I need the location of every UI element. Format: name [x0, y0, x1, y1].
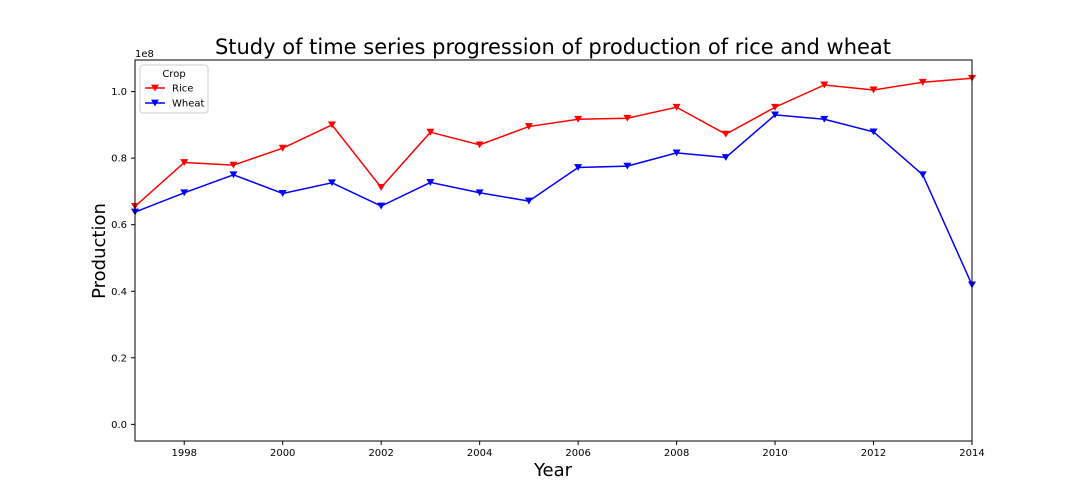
- x-axis-label: Year: [533, 460, 573, 481]
- y-tick-label: 1.0: [111, 87, 127, 98]
- wheat-data-point: [377, 202, 386, 210]
- rice-data-point: [820, 81, 829, 89]
- wheat-data-point: [820, 115, 829, 123]
- wheat-data-point: [524, 197, 533, 205]
- rice-data-point: [869, 86, 878, 94]
- y-tick-label: 0.0: [111, 420, 127, 431]
- x-tick-label: 2002: [368, 448, 393, 459]
- legend-rice-label: Rice: [172, 84, 193, 95]
- rice-data-point: [623, 114, 632, 122]
- x-tick-label: 2014: [959, 448, 984, 459]
- legend-rice-marker: [151, 84, 159, 92]
- x-tick-label: 2006: [565, 448, 590, 459]
- wheat-data-point: [180, 189, 189, 197]
- x-axis-ticks: 1998 2000 2002 2004 2006 2008 2010 2012 2014: [172, 441, 985, 459]
- rice-data-point: [918, 78, 927, 86]
- wheat-data-point: [623, 162, 632, 170]
- rice-data-point: [475, 141, 484, 149]
- legend-title: Crop: [162, 69, 185, 80]
- rice-data-point: [229, 161, 238, 169]
- rice-data-point: [180, 159, 189, 166]
- y-tick-label: 0.2: [111, 353, 127, 364]
- wheat-data-point: [278, 190, 287, 197]
- y-tick-label: 0.8: [111, 154, 127, 165]
- wheat-data-point: [475, 189, 484, 197]
- legend-entries: Rice Wheat: [145, 84, 205, 110]
- legend: Crop Rice Wheat: [139, 64, 209, 114]
- wheat-data-point: [426, 179, 435, 186]
- x-tick-label: 1998: [172, 448, 197, 459]
- rice-data-point: [327, 121, 336, 129]
- rice-data-point: [426, 128, 435, 136]
- wheat-data-point: [229, 171, 238, 179]
- legend-wheat-label: Wheat: [172, 99, 205, 110]
- x-tick-label: 2010: [762, 448, 787, 459]
- plot-frame: [134, 59, 973, 442]
- y-offset-label: 1e8: [135, 49, 154, 60]
- x-tick-label: 2004: [467, 448, 492, 459]
- rice-data-point: [524, 123, 533, 130]
- y-tick-label: 0.6: [111, 220, 127, 231]
- x-tick-label: 2012: [861, 448, 886, 459]
- x-tick-label: 2000: [270, 448, 295, 459]
- wheat-data-point: [918, 171, 927, 179]
- wheat-data-point: [574, 164, 583, 171]
- wheat-data-point: [672, 149, 681, 157]
- chart-title: Study of time series progression of prod…: [215, 35, 891, 59]
- wheat-series-line: [134, 114, 973, 286]
- rice-series-line: [134, 77, 973, 207]
- legend-wheat-marker: [151, 99, 159, 107]
- y-axis-label: Production: [89, 203, 110, 299]
- wheat-data-point: [869, 128, 878, 136]
- rice-data-point: [377, 184, 386, 191]
- x-tick-label: 2008: [664, 448, 689, 459]
- y-axis-ticks: 0.0 0.2 0.4 0.6 0.8 1.0: [111, 87, 135, 431]
- wheat-data-point: [721, 154, 730, 161]
- y-tick-label: 0.4: [111, 287, 127, 298]
- rice-data-point: [574, 115, 583, 123]
- rice-data-point: [278, 144, 287, 152]
- rice-data-point: [721, 130, 730, 138]
- rice-data-point: [771, 103, 780, 111]
- wheat-data-point: [327, 179, 336, 187]
- wheat-data-point: [771, 111, 780, 119]
- rice-data-point: [672, 103, 681, 111]
